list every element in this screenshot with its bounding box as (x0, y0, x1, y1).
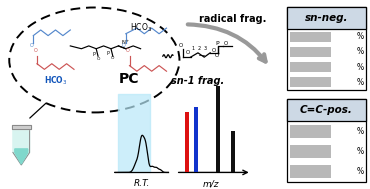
Text: m/z: m/z (203, 179, 219, 188)
Text: %: % (357, 78, 364, 87)
Polygon shape (13, 129, 30, 165)
Text: C=C-pos.: C=C-pos. (300, 105, 353, 115)
Text: O: O (122, 43, 126, 48)
Text: O: O (126, 48, 130, 53)
Bar (290, 125, 331, 138)
Text: O: O (97, 57, 100, 61)
Bar (290, 77, 331, 87)
Bar (194, 107, 198, 172)
Text: HCO$_3$: HCO$_3$ (130, 22, 152, 34)
Bar (287, 99, 366, 121)
Text: %: % (357, 32, 364, 41)
Bar (287, 8, 366, 29)
Text: O': O' (215, 53, 221, 58)
Bar (290, 62, 331, 72)
Text: O: O (110, 56, 114, 60)
Bar (231, 131, 235, 172)
Text: PC: PC (119, 72, 140, 86)
Text: radical frag.: radical frag. (199, 14, 267, 24)
Text: O: O (178, 43, 183, 48)
Text: HCO$_3$: HCO$_3$ (44, 74, 67, 87)
Bar (287, 8, 366, 90)
Text: O: O (33, 48, 37, 53)
Text: %: % (357, 63, 364, 72)
Text: R.T.: R.T. (133, 179, 150, 188)
Bar (287, 99, 366, 182)
Bar (290, 145, 331, 158)
Bar (290, 47, 331, 57)
Text: N$^+$: N$^+$ (121, 38, 131, 47)
Text: %: % (357, 47, 364, 56)
Text: P: P (107, 51, 110, 56)
Text: %: % (357, 147, 364, 156)
Text: O: O (186, 50, 190, 55)
Text: O: O (224, 41, 228, 46)
Bar (290, 165, 331, 178)
Bar (216, 86, 221, 172)
Text: %: % (357, 126, 364, 136)
Text: sn-neg.: sn-neg. (305, 13, 348, 23)
Text: 1: 1 (192, 46, 195, 51)
Polygon shape (15, 149, 28, 164)
Text: %: % (357, 167, 364, 176)
Text: O: O (212, 48, 216, 53)
Text: O: O (30, 43, 33, 48)
Bar (185, 112, 189, 172)
Text: P: P (92, 52, 95, 57)
Bar (290, 32, 331, 42)
Text: 3: 3 (204, 46, 207, 51)
Polygon shape (12, 125, 31, 129)
Text: 2: 2 (198, 46, 201, 51)
Text: P: P (216, 41, 219, 46)
Text: sn-1 frag.: sn-1 frag. (171, 76, 225, 86)
